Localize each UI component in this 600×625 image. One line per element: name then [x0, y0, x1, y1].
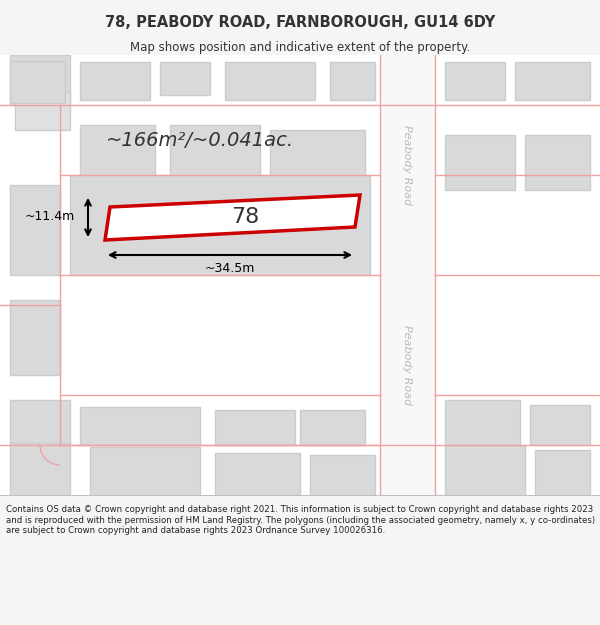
Bar	[445, 400, 520, 445]
Bar	[535, 450, 590, 495]
Bar	[10, 55, 70, 105]
Bar	[225, 62, 315, 100]
Text: Peabody Road: Peabody Road	[402, 125, 412, 205]
Bar	[80, 407, 200, 445]
Bar	[70, 175, 370, 275]
Text: 78, PEABODY ROAD, FARNBOROUGH, GU14 6DY: 78, PEABODY ROAD, FARNBOROUGH, GU14 6DY	[105, 16, 495, 31]
Bar	[10, 400, 70, 445]
Text: ~166m²/~0.041ac.: ~166m²/~0.041ac.	[106, 131, 294, 149]
Bar	[10, 443, 70, 495]
Bar	[445, 135, 515, 190]
Bar	[215, 453, 300, 495]
Text: ~34.5m: ~34.5m	[205, 262, 255, 275]
Text: 78: 78	[231, 207, 259, 227]
Text: Peabody Road: Peabody Road	[402, 325, 412, 405]
Text: ~11.4m: ~11.4m	[25, 211, 75, 224]
Bar	[530, 405, 590, 445]
Bar	[300, 410, 365, 445]
Bar	[80, 125, 155, 185]
Bar	[10, 185, 60, 275]
Bar	[445, 62, 505, 100]
Bar	[270, 130, 365, 185]
Bar	[330, 62, 375, 100]
Text: Contains OS data © Crown copyright and database right 2021. This information is : Contains OS data © Crown copyright and d…	[6, 506, 595, 535]
Bar	[10, 61, 65, 103]
Bar	[310, 455, 375, 495]
Bar	[445, 445, 525, 495]
Text: Map shows position and indicative extent of the property.: Map shows position and indicative extent…	[130, 41, 470, 54]
Bar	[10, 300, 60, 375]
Bar	[80, 62, 150, 100]
Polygon shape	[105, 195, 360, 240]
Bar	[515, 62, 590, 100]
Bar	[380, 55, 435, 495]
Bar	[90, 447, 200, 495]
Bar	[15, 92, 70, 130]
Bar	[160, 62, 210, 95]
Bar	[525, 135, 590, 190]
Bar	[215, 410, 295, 445]
Bar	[170, 125, 260, 180]
